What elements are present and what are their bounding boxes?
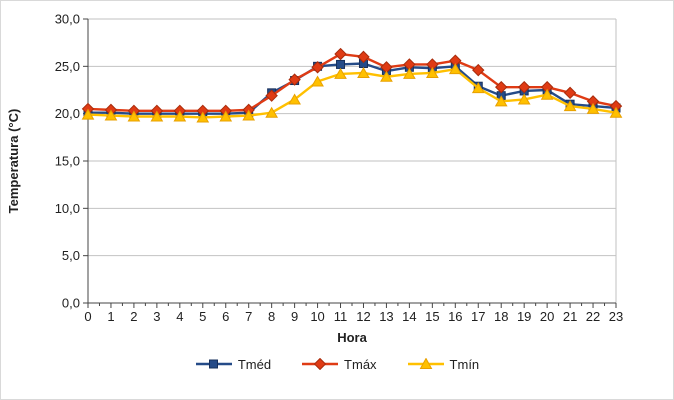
tmed-square-marker-icon <box>195 359 232 369</box>
x-tick-label: 11 <box>334 309 348 324</box>
data-point-diamond <box>334 47 347 61</box>
data-point-triangle <box>425 66 439 78</box>
data-point-triangle <box>586 102 600 114</box>
x-axis-title: Hora <box>337 330 367 345</box>
x-tick-label: 4 <box>176 309 183 324</box>
y-axis-title: Temperatura (°C) <box>6 109 21 214</box>
x-tick-label: 23 <box>609 309 623 324</box>
plot-area: 0,05,010,015,020,025,030,00 1 2 3 4 5 6 7 8 9 10 11… <box>6 12 624 346</box>
legend-item-tmed: Tméd <box>195 357 271 372</box>
data-point-diamond <box>265 89 278 102</box>
data-point-square <box>336 59 346 69</box>
data-point-triangle <box>242 109 256 121</box>
legend: Tméd Tmáx Tmín <box>1 353 673 375</box>
data-point-triangle <box>448 63 462 75</box>
data-point-triangle <box>517 93 531 105</box>
data-point-triangle <box>104 109 118 121</box>
data-point-triangle <box>288 93 301 105</box>
data-point-triangle <box>311 75 324 87</box>
x-tick-label: 7 <box>245 309 252 324</box>
series-tmax <box>81 47 623 118</box>
data-series <box>81 47 623 123</box>
x-tick-label: 22 <box>586 309 600 324</box>
x-tick-label: 9 <box>291 309 298 324</box>
data-point-triangle <box>219 110 233 122</box>
data-point-diamond <box>288 73 301 86</box>
data-point-triangle <box>81 108 95 120</box>
x-tick-label: 12 <box>356 309 370 324</box>
gridlines <box>88 18 617 303</box>
data-point-triangle <box>196 111 210 123</box>
y-tick-label: 0,0 <box>62 296 80 311</box>
data-point-triangle <box>471 82 485 94</box>
data-point-triangle <box>150 110 164 122</box>
y-tick-label: 10,0 <box>55 201 80 216</box>
y-tick-label: 15,0 <box>55 154 80 169</box>
series-tmed <box>83 58 621 119</box>
series-line <box>86 67 618 119</box>
series-line <box>86 62 618 115</box>
x-tick-label: 6 <box>222 309 229 324</box>
x-tick-label: 3 <box>153 309 160 324</box>
data-point-diamond <box>472 63 485 77</box>
data-point-triangle <box>334 67 347 79</box>
x-tick-label: 17 <box>471 309 485 324</box>
series-line <box>86 52 618 113</box>
data-point-triangle <box>127 110 141 122</box>
x-tick-label: 1 <box>107 309 114 324</box>
x-tick-label: 20 <box>540 309 554 324</box>
legend-item-tmax: Tmáx <box>301 357 377 372</box>
legend-label-tmin: Tmín <box>449 356 480 372</box>
data-point-triangle <box>609 106 623 118</box>
tmin-triangle-marker-icon <box>407 358 444 369</box>
legend-label-tmed: Tméd <box>237 356 272 372</box>
data-point-triangle <box>380 70 393 82</box>
axis-ticks <box>83 18 617 308</box>
x-tick-label: 5 <box>199 309 206 324</box>
x-tick-label: 10 <box>310 309 324 324</box>
data-point-triangle <box>540 88 554 100</box>
legend-item-tmin: Tmín <box>407 356 480 372</box>
x-tick-label: 19 <box>517 309 531 324</box>
y-tick-label: 5,0 <box>62 248 80 263</box>
x-tick-label: 8 <box>268 309 275 324</box>
y-tick-label: 25,0 <box>55 59 80 74</box>
tmax-diamond-marker-icon <box>302 358 339 370</box>
x-tick-label: 0 <box>84 309 91 324</box>
x-tick-label: 15 <box>425 309 439 324</box>
x-tick-label: 21 <box>563 309 577 324</box>
data-point-diamond <box>563 86 577 100</box>
data-point-triangle <box>173 110 187 122</box>
data-point-diamond <box>311 61 324 74</box>
y-tick-label: 20,0 <box>55 106 80 121</box>
data-point-diamond <box>517 80 531 94</box>
x-tick-label: 13 <box>379 309 393 324</box>
data-point-triangle <box>403 67 416 79</box>
x-tick-label: 2 <box>130 309 137 324</box>
x-tick-label: 18 <box>494 309 508 324</box>
data-point-triangle <box>563 100 577 112</box>
data-point-diamond <box>357 50 370 64</box>
series-tmin <box>81 63 623 123</box>
x-tick-label: 14 <box>402 309 416 324</box>
legend-label-tmax: Tmáx <box>344 356 377 372</box>
data-point-triangle <box>494 95 508 107</box>
data-point-diamond <box>495 80 508 94</box>
y-tick-label: 30,0 <box>55 12 80 27</box>
data-point-triangle <box>265 106 279 118</box>
x-tick-label: 16 <box>448 309 462 324</box>
data-point-triangle <box>357 66 370 78</box>
tick-labels: 0,05,010,015,020,025,030,00 1 2 3 4 5 6 7 8 9 10 11… <box>55 12 624 325</box>
